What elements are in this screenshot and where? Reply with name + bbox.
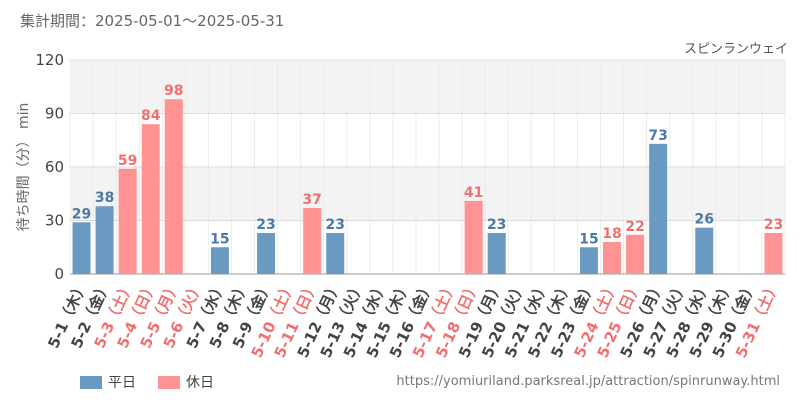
data-label: 23 bbox=[325, 217, 344, 233]
data-label: 37 bbox=[302, 192, 321, 208]
data-label: 73 bbox=[648, 128, 667, 144]
bar-1 bbox=[72, 222, 91, 274]
source-url[interactable]: https://yomiuriland.parksreal.jp/attract… bbox=[396, 374, 780, 389]
bar-9 bbox=[257, 232, 276, 274]
data-label: 98 bbox=[164, 83, 183, 99]
bar-26 bbox=[649, 143, 668, 274]
grid-band bbox=[70, 60, 785, 114]
legend-holiday: 休日 bbox=[158, 372, 214, 392]
bar-3 bbox=[118, 168, 137, 274]
y-tick-label: 0 bbox=[54, 265, 64, 283]
data-label: 29 bbox=[72, 206, 91, 222]
bar-28 bbox=[695, 227, 714, 274]
chart-legend: 平日 休日 bbox=[80, 372, 226, 392]
bar-12 bbox=[326, 232, 345, 274]
data-label: 84 bbox=[141, 108, 161, 124]
y-tick-label: 30 bbox=[45, 212, 64, 230]
data-label: 38 bbox=[95, 190, 114, 206]
data-label: 23 bbox=[256, 217, 275, 233]
bar-18 bbox=[464, 200, 483, 274]
data-label: 41 bbox=[464, 185, 483, 201]
data-label: 15 bbox=[579, 231, 598, 247]
legend-weekday: 平日 bbox=[80, 372, 136, 392]
legend-holiday-swatch bbox=[158, 375, 180, 389]
attraction-name: スピンランウェイ bbox=[683, 42, 788, 57]
legend-weekday-label: 平日 bbox=[108, 375, 136, 391]
data-label: 23 bbox=[487, 217, 506, 233]
bar-19 bbox=[487, 232, 506, 274]
data-label: 26 bbox=[695, 212, 714, 228]
bar-5 bbox=[164, 99, 183, 274]
data-label: 23 bbox=[764, 217, 783, 233]
y-tick-label: 60 bbox=[45, 158, 64, 176]
bar-2 bbox=[95, 206, 114, 274]
data-label: 22 bbox=[625, 219, 644, 235]
bar-24 bbox=[603, 241, 622, 274]
legend-holiday-label: 休日 bbox=[186, 375, 214, 391]
bar-4 bbox=[141, 124, 160, 274]
bar-23 bbox=[579, 247, 598, 274]
bar-11 bbox=[303, 208, 322, 274]
y-tick-label: 120 bbox=[35, 51, 64, 69]
data-label: 15 bbox=[210, 231, 229, 247]
data-label: 18 bbox=[602, 226, 621, 242]
y-tick-label: 90 bbox=[45, 105, 64, 123]
bar-25 bbox=[626, 234, 645, 274]
bar-31 bbox=[764, 232, 783, 274]
data-label: 59 bbox=[118, 153, 137, 169]
bar-7 bbox=[210, 247, 229, 274]
y-axis-label: 待ち時間（分） min bbox=[16, 103, 32, 232]
collection-period: 集計期間：2025-05-01～2025-05-31 bbox=[20, 12, 285, 30]
legend-weekday-swatch bbox=[80, 375, 102, 389]
